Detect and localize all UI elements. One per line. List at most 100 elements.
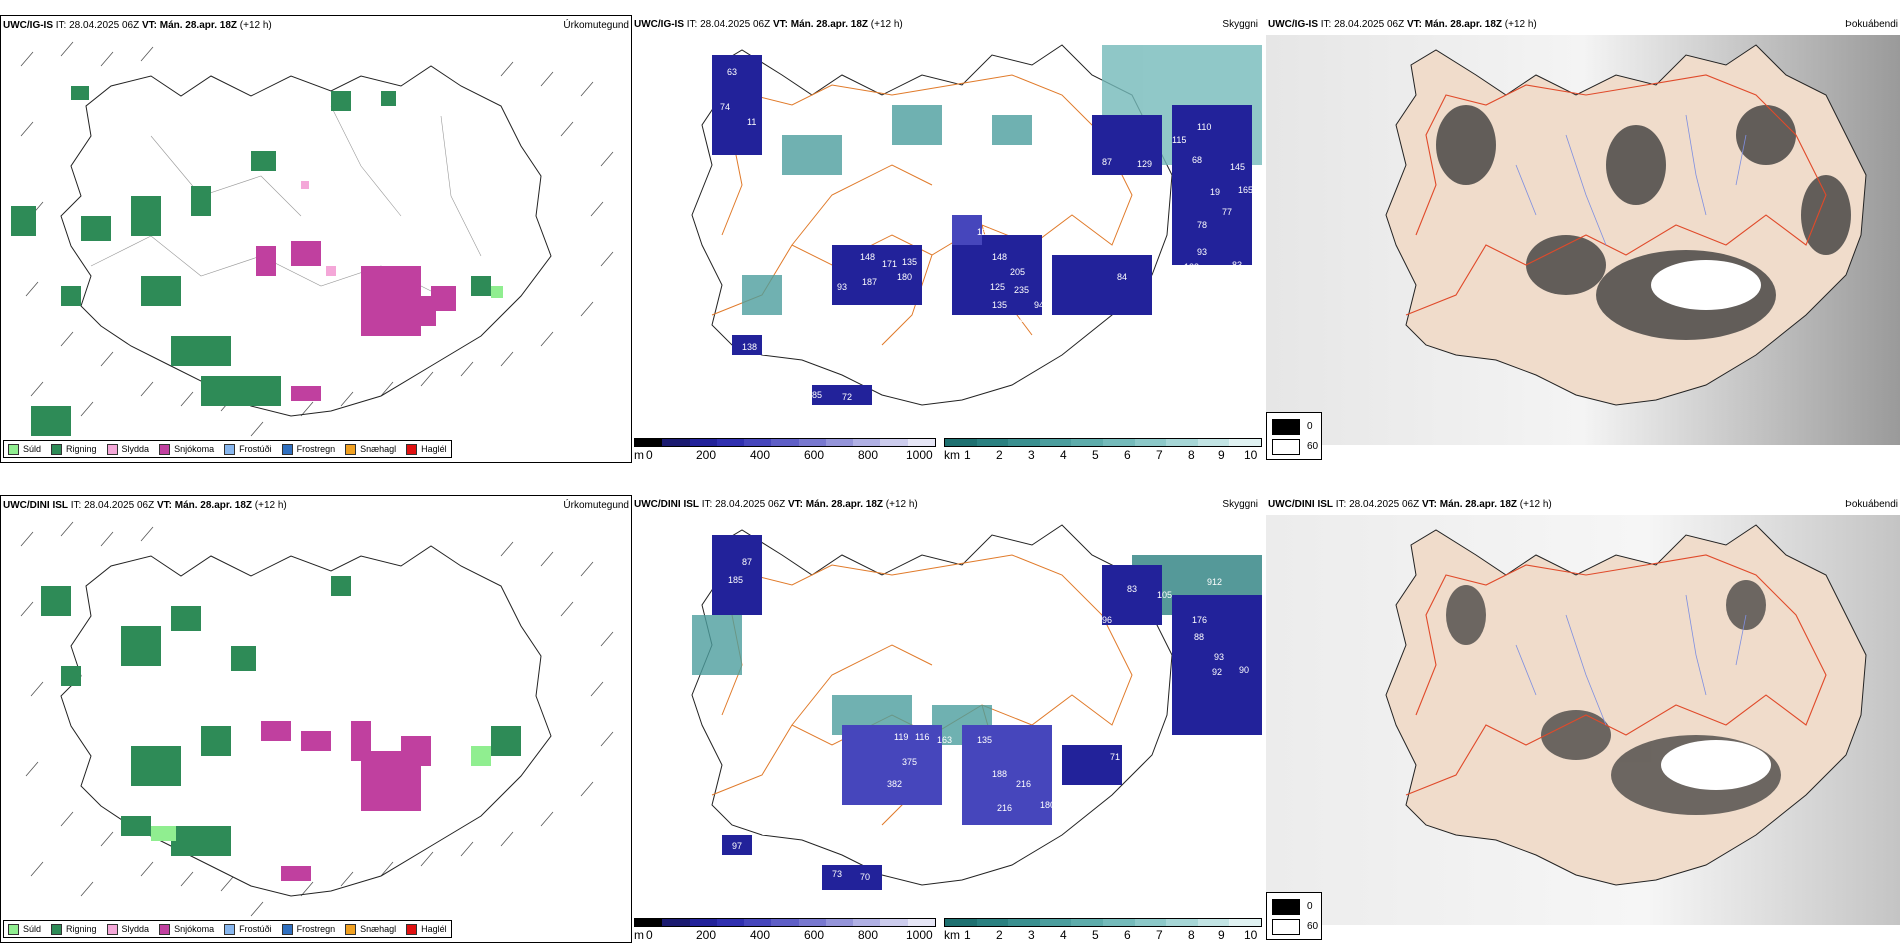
cloud-base-tick: 1000 bbox=[906, 448, 933, 462]
cloud-base-value: 88 bbox=[1194, 632, 1204, 642]
cloud-base-value: 163 bbox=[937, 735, 952, 745]
cloud-base-value: 73 bbox=[832, 869, 842, 879]
cloud-base-tick: 0 bbox=[646, 448, 653, 462]
cloud-base-value: 87 bbox=[1102, 157, 1112, 167]
cloud-base-tick: 0 bbox=[646, 928, 653, 942]
visibility-tick: 4 bbox=[1060, 448, 1067, 462]
fog-legend-white bbox=[1272, 439, 1300, 455]
fog-panel-name-top: Þokuábendi bbox=[1845, 19, 1898, 30]
cloud-base-tick: 200 bbox=[696, 928, 717, 942]
visibility-panel-title-top: UWC/IG-IS IT: 28.04.2025 06Z VT: Mán. 28… bbox=[634, 19, 903, 30]
legend-item-snjokoma: Snjókoma bbox=[159, 923, 214, 935]
fog-index-map-bottom bbox=[1266, 515, 1900, 925]
cloud-base-value: 63 bbox=[727, 67, 737, 77]
precip-snow bbox=[261, 721, 431, 881]
legend-swatch bbox=[51, 923, 63, 935]
cloud-base-value: 119 bbox=[894, 732, 908, 742]
precip-panel-name-bottom: Úrkomutegund bbox=[563, 500, 629, 511]
cloud-base-tick: 400 bbox=[750, 928, 771, 942]
precip-drizzle bbox=[151, 746, 491, 841]
roads bbox=[711, 554, 1133, 826]
cloud-base-value: 96 bbox=[1102, 615, 1112, 625]
legend-item-snaehagl: Snæhagl bbox=[345, 923, 397, 935]
cloud-base-value: 205 bbox=[1010, 267, 1025, 277]
fog-index-panel-top: UWC/IG-IS IT: 28.04.2025 06Z VT: Mán. 28… bbox=[1266, 15, 1900, 463]
cloud-base-value: 70 bbox=[860, 872, 870, 882]
cloud-base-tick: 400 bbox=[750, 448, 771, 462]
cloud-base-labels: 912 105 176 88 83 96 93 92 90 71 119 116… bbox=[728, 557, 1249, 882]
legend-swatch bbox=[345, 923, 357, 935]
cloud-base-value: 68 bbox=[1192, 155, 1202, 165]
visibility-panel-name-top: Skyggni bbox=[1222, 19, 1258, 30]
precip-panel-title-top: UWC/IG-IS IT: 28.04.2025 06Z VT: Mán. 28… bbox=[3, 20, 272, 31]
fog-legend-label: 0 bbox=[1307, 421, 1313, 432]
cloud-base-value: 135 bbox=[902, 257, 917, 267]
cloud-base-value: 77 bbox=[1222, 207, 1232, 217]
legend-swatch bbox=[8, 443, 19, 455]
legend-swatch bbox=[51, 443, 63, 455]
cloud-base-value: 185 bbox=[728, 575, 743, 585]
fog-legend-black bbox=[1272, 419, 1300, 435]
rivers bbox=[1515, 594, 1747, 726]
cloud-base-value: 74 bbox=[720, 102, 730, 112]
visibility-unit: km bbox=[944, 928, 960, 942]
legend-swatch bbox=[106, 923, 118, 935]
cloud-base-value: 171 bbox=[882, 259, 897, 269]
iceland-coastline bbox=[691, 44, 1173, 406]
precip-panel-name-top: Úrkomutegund bbox=[563, 20, 629, 31]
visibility-colorbar-strip bbox=[944, 438, 1262, 447]
legend-item-frostudi: Frostúði bbox=[224, 443, 272, 455]
legend-item-frostregn: Frostregn bbox=[281, 923, 335, 935]
legend-label: Súld bbox=[23, 924, 42, 934]
cloud-base-value: 115 bbox=[1172, 135, 1186, 145]
cloud-base-tick: 600 bbox=[804, 448, 825, 462]
rivers bbox=[1515, 114, 1747, 246]
glacier bbox=[1651, 260, 1761, 310]
legend-swatch bbox=[406, 923, 418, 935]
cloud-base-unit: m bbox=[634, 448, 644, 462]
visibility-tick: 1 bbox=[964, 928, 971, 942]
cloud-base-value: 187 bbox=[862, 277, 877, 287]
glacier bbox=[1661, 740, 1771, 790]
legend-label: Snæhagl bbox=[360, 924, 397, 934]
visibility-panel-bottom: 912 105 176 88 83 96 93 92 90 71 119 116… bbox=[632, 495, 1264, 943]
cloud-base-value: 180 bbox=[897, 272, 912, 282]
visibility-tick: 9 bbox=[1218, 928, 1225, 942]
legend-swatch bbox=[406, 443, 418, 455]
cloud-base-value: 116 bbox=[915, 732, 929, 742]
visibility-tick: 8 bbox=[1188, 928, 1195, 942]
fog-legend-top: 0 60 bbox=[1266, 412, 1322, 460]
cloud-base-value: 125 bbox=[990, 282, 1005, 292]
visibility-map-top: 63 74 11 87 129 110 115 68 145 165 19 77… bbox=[691, 44, 1262, 406]
cloud-base-value: 83 bbox=[1127, 584, 1137, 594]
cloud-base-value: 78 bbox=[1197, 220, 1207, 230]
cloud-base-value: 93 bbox=[1214, 652, 1224, 662]
cloud-base-value: 216 bbox=[1016, 779, 1031, 789]
visibility-tick: 3 bbox=[1028, 928, 1035, 942]
precip-type-panel-top: UWC/IG-IS IT: 28.04.2025 06Z VT: Mán. 28… bbox=[0, 15, 632, 463]
visibility-tick: 4 bbox=[1060, 928, 1067, 942]
legend-swatch bbox=[224, 923, 236, 935]
legend-item-snaehagl: Snæhagl bbox=[345, 443, 396, 455]
legend-item-rigning: Rigning bbox=[51, 443, 97, 455]
fog-legend-black bbox=[1272, 899, 1300, 915]
cloud-base-value: 105 bbox=[1157, 590, 1172, 600]
legend-label: Súld bbox=[23, 444, 42, 454]
fog-panel-title-top: UWC/IG-IS IT: 28.04.2025 06Z VT: Mán. 28… bbox=[1268, 19, 1537, 30]
legend-label: Haglél bbox=[421, 444, 447, 454]
legend-item-haglel: Haglél bbox=[406, 443, 447, 455]
cloud-base-value: 134 bbox=[990, 322, 1005, 332]
cloud-base-value: 176 bbox=[1192, 615, 1207, 625]
precip-rain bbox=[11, 86, 491, 436]
roads bbox=[1405, 74, 1827, 316]
legend-label: Haglél bbox=[421, 924, 447, 934]
legend-item-rigning: Rigning bbox=[51, 923, 97, 935]
cloud-base-value: 216 bbox=[997, 803, 1012, 813]
cloud-base-value: 188 bbox=[992, 769, 1007, 779]
visibility-tick: 7 bbox=[1156, 448, 1163, 462]
visibility-colorbar-strip bbox=[944, 918, 1262, 927]
precip-snow bbox=[256, 241, 456, 401]
fog-legend-label: 60 bbox=[1307, 921, 1319, 932]
fog-legend-white bbox=[1272, 919, 1300, 935]
legend-label: Frostúði bbox=[239, 444, 272, 454]
